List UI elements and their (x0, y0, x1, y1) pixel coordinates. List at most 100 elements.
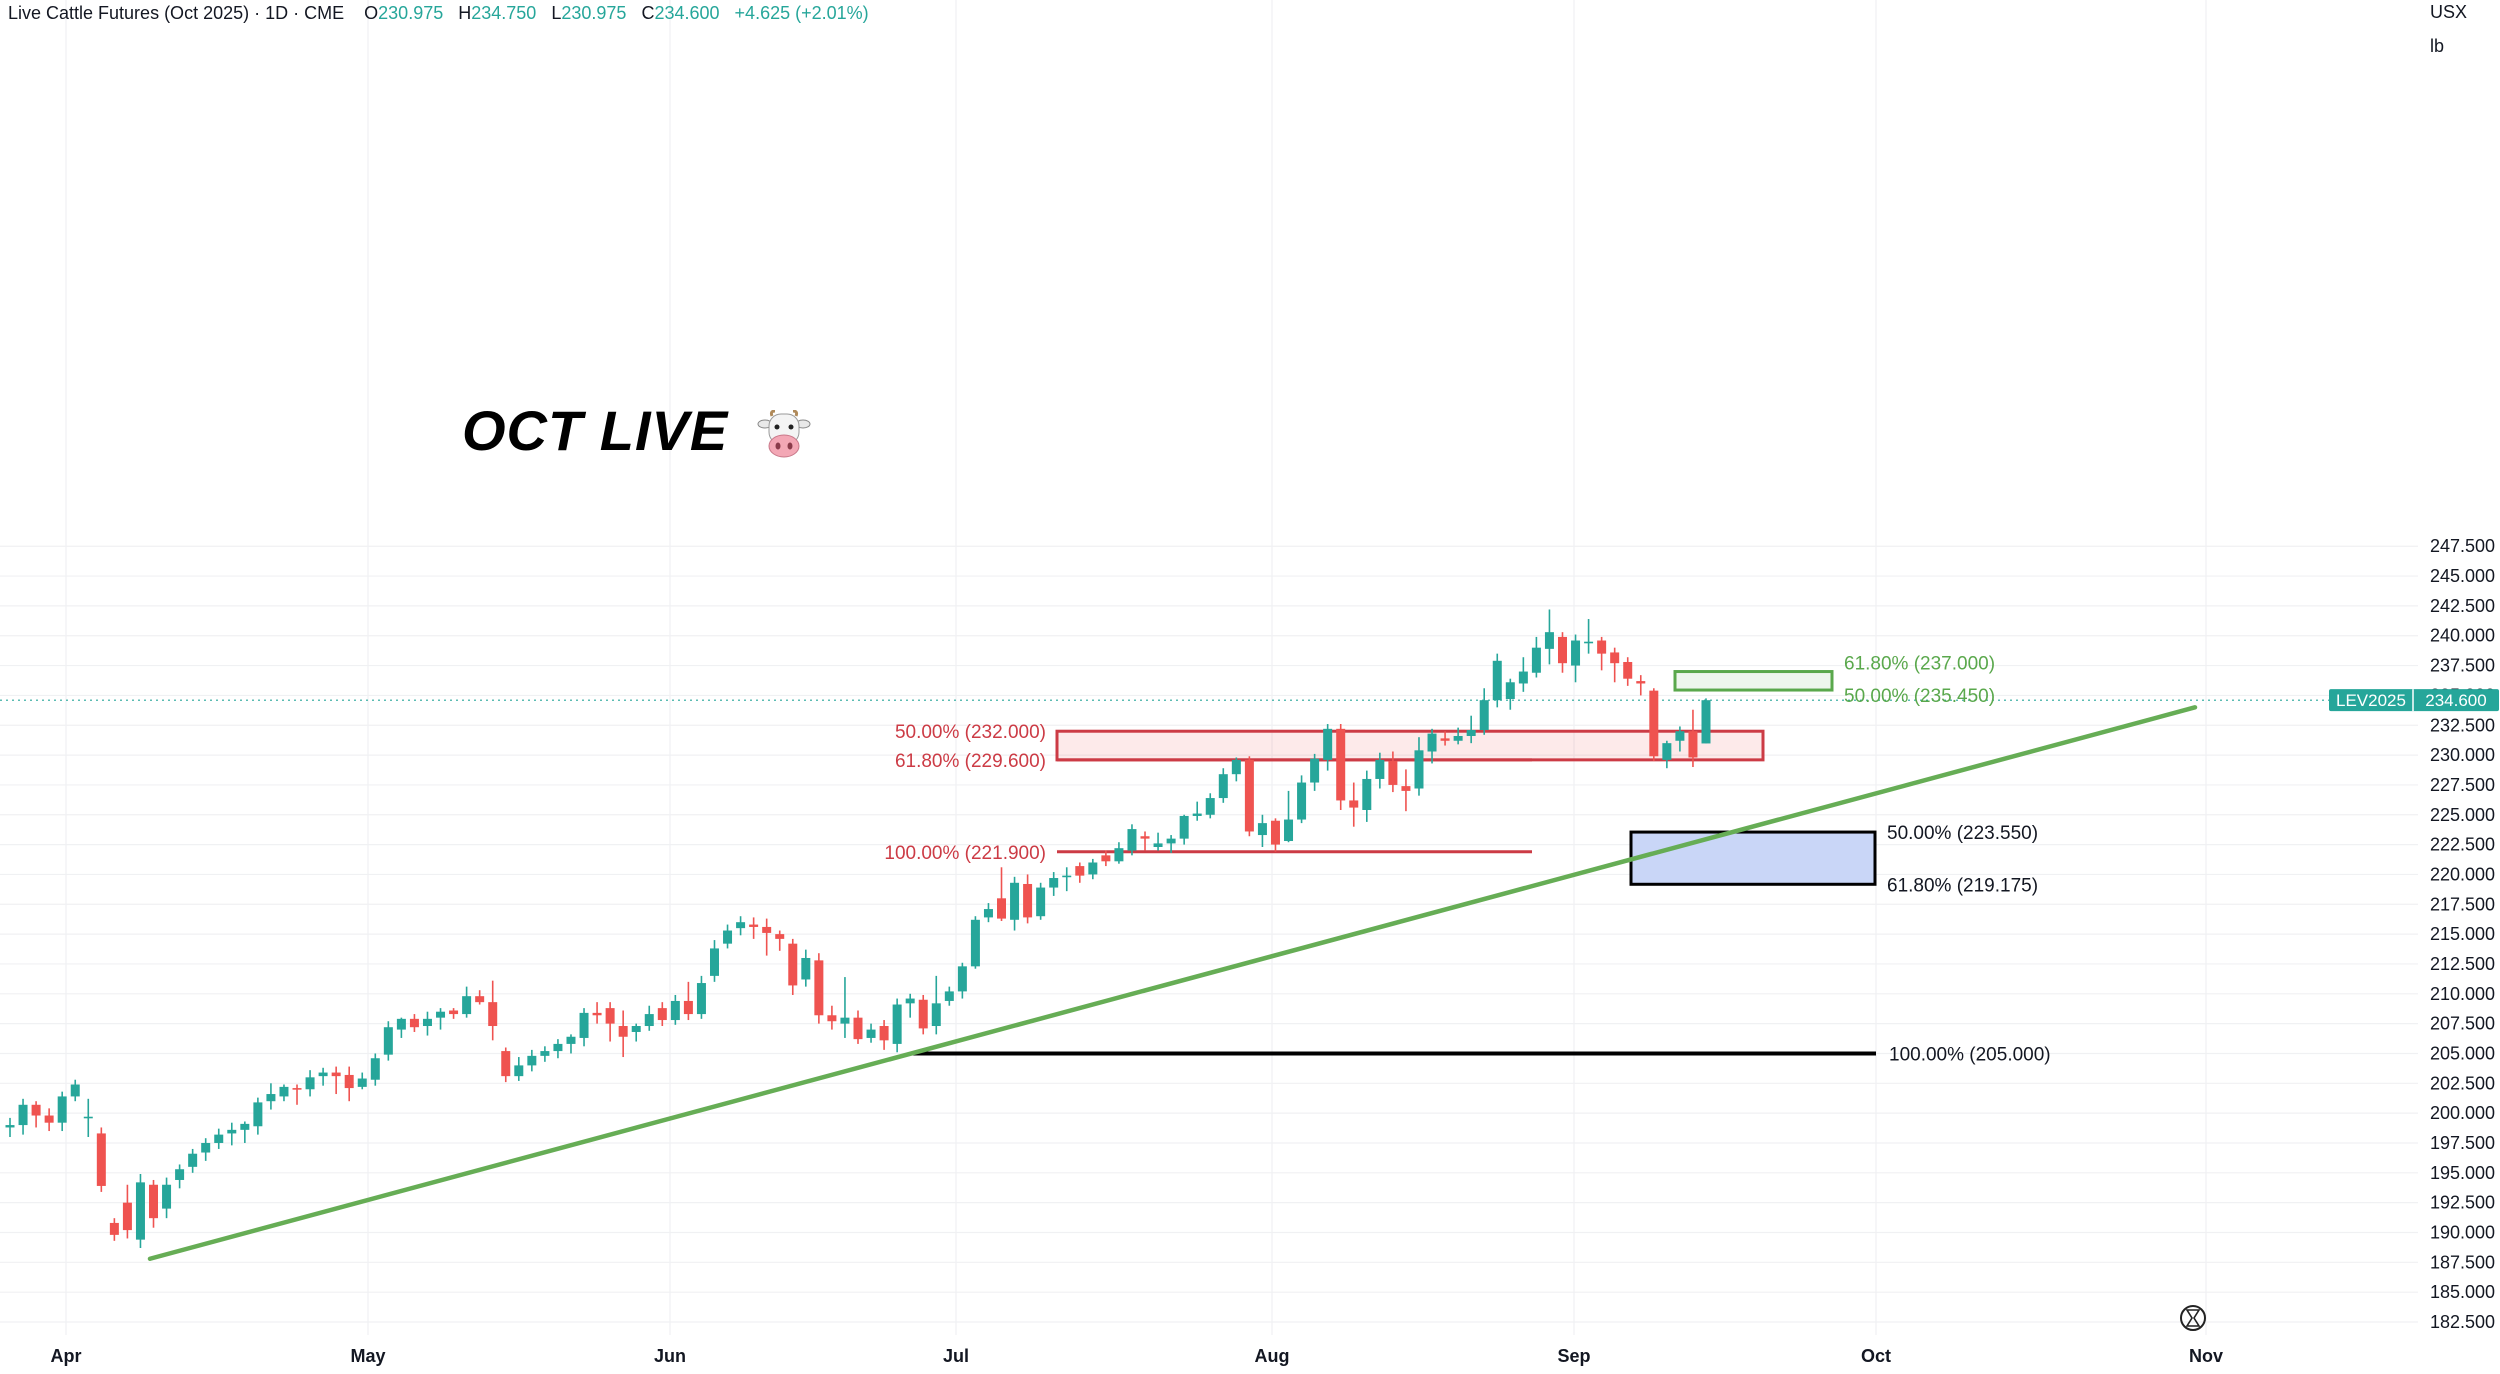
candle-body[interactable] (931, 1003, 941, 1027)
candle-body[interactable] (1492, 660, 1502, 701)
time-axis[interactable]: Apr May Jun Jul Aug Sep Oct Nov (51, 1346, 2224, 1366)
candle-body[interactable] (527, 1055, 537, 1066)
candle-body[interactable] (1023, 883, 1033, 918)
candle-body[interactable] (370, 1058, 380, 1080)
candle-body[interactable] (1062, 875, 1072, 878)
candle-body[interactable] (1479, 700, 1489, 731)
candle-body[interactable] (1375, 759, 1385, 779)
candle-body[interactable] (135, 1182, 145, 1240)
candle-body[interactable] (488, 1002, 498, 1027)
candle-body[interactable] (1440, 738, 1450, 741)
candle-body[interactable] (1244, 759, 1254, 832)
fib-zones[interactable] (912, 670, 1877, 1056)
candle-body[interactable] (566, 1036, 576, 1044)
candle-body[interactable] (1336, 728, 1346, 801)
candle-body[interactable] (866, 1029, 876, 1038)
candle-body[interactable] (749, 924, 759, 927)
candle-body[interactable] (149, 1184, 159, 1219)
candle-body[interactable] (1297, 782, 1307, 820)
candles-layer[interactable] (5, 609, 1711, 1249)
candle-body[interactable] (175, 1169, 185, 1180)
candle-body[interactable] (1544, 632, 1554, 649)
candle-body[interactable] (1140, 836, 1150, 839)
reset-zoom-icon[interactable] (2180, 1305, 2206, 1331)
candle-body[interactable] (814, 960, 824, 1016)
candle-body[interactable] (892, 1004, 902, 1044)
candle-body[interactable] (279, 1086, 289, 1097)
candle-body[interactable] (331, 1072, 341, 1077)
candle-body[interactable] (57, 1096, 67, 1123)
candle-body[interactable] (514, 1065, 524, 1077)
candle-body[interactable] (122, 1202, 132, 1231)
candle-body[interactable] (1231, 759, 1241, 775)
candle-body[interactable] (1557, 636, 1567, 664)
candle-body[interactable] (1414, 750, 1424, 789)
candle-body[interactable] (1505, 682, 1515, 699)
candle-body[interactable] (1597, 640, 1607, 654)
candle-body[interactable] (70, 1084, 80, 1097)
candle-body[interactable] (1101, 855, 1111, 862)
candle-body[interactable] (775, 934, 785, 939)
candle-body[interactable] (1388, 761, 1398, 785)
candle-body[interactable] (723, 930, 733, 944)
candle-body[interactable] (879, 1026, 889, 1041)
candle-body[interactable] (383, 1027, 393, 1055)
candle-body[interactable] (1153, 843, 1163, 847)
candle-body[interactable] (840, 1017, 850, 1024)
candle-body[interactable] (1623, 661, 1633, 679)
candle-body[interactable] (762, 926, 772, 933)
candle-body[interactable] (553, 1043, 563, 1052)
candle-body[interactable] (162, 1184, 172, 1209)
candle-body[interactable] (18, 1104, 28, 1126)
price-axis[interactable]: 182.500 185.000 187.500 190.000 192.500 195.0… (2430, 536, 2495, 1332)
candle-body[interactable] (1466, 730, 1476, 736)
candle-body[interactable] (1088, 862, 1098, 875)
candle-body[interactable] (201, 1142, 211, 1153)
candle-body[interactable] (1636, 681, 1646, 684)
candle-body[interactable] (579, 1012, 589, 1038)
candle-body[interactable] (1049, 878, 1059, 888)
candle-body[interactable] (357, 1078, 367, 1087)
candle-body[interactable] (1427, 733, 1437, 752)
candle-body[interactable] (905, 998, 915, 1004)
candle-body[interactable] (709, 948, 719, 976)
candle-body[interactable] (31, 1104, 41, 1116)
candle-body[interactable] (1610, 652, 1620, 664)
candle-body[interactable] (1323, 728, 1333, 760)
candle-body[interactable] (475, 996, 485, 1003)
candle-body[interactable] (227, 1129, 237, 1134)
candle-body[interactable] (944, 991, 954, 1001)
candle-body[interactable] (918, 999, 928, 1029)
candle-body[interactable] (1662, 743, 1672, 760)
candle-body[interactable] (1584, 641, 1594, 644)
candle-body[interactable] (1127, 829, 1137, 851)
candle-body[interactable] (957, 966, 967, 992)
candle-body[interactable] (801, 957, 811, 980)
candle-body[interactable] (1075, 866, 1085, 876)
candle-body[interactable] (462, 996, 472, 1015)
candle-body[interactable] (318, 1072, 328, 1077)
candle-body[interactable] (1518, 671, 1528, 684)
candle-body[interactable] (788, 943, 798, 986)
candle-body[interactable] (1675, 731, 1685, 741)
candle-body[interactable] (5, 1125, 15, 1128)
candle-body[interactable] (1192, 813, 1202, 816)
candle-body[interactable] (344, 1074, 354, 1089)
candle-body[interactable] (436, 1011, 446, 1018)
candle-body[interactable] (292, 1088, 302, 1090)
candle-body[interactable] (1284, 819, 1294, 842)
trendline-layer[interactable] (147, 705, 2198, 1261)
candle-body[interactable] (1649, 690, 1659, 757)
fib-zone-green[interactable] (1673, 670, 1834, 692)
candle-body[interactable] (422, 1018, 432, 1027)
candle-body[interactable] (253, 1102, 263, 1127)
candle-body[interactable] (1688, 731, 1698, 758)
candle-body[interactable] (44, 1115, 54, 1123)
candle-body[interactable] (1179, 815, 1189, 839)
candle-body[interactable] (1270, 820, 1280, 845)
candle-body[interactable] (214, 1134, 224, 1143)
candle-body[interactable] (1453, 735, 1463, 741)
candle-body[interactable] (997, 898, 1007, 919)
candle-body[interactable] (605, 1008, 615, 1024)
